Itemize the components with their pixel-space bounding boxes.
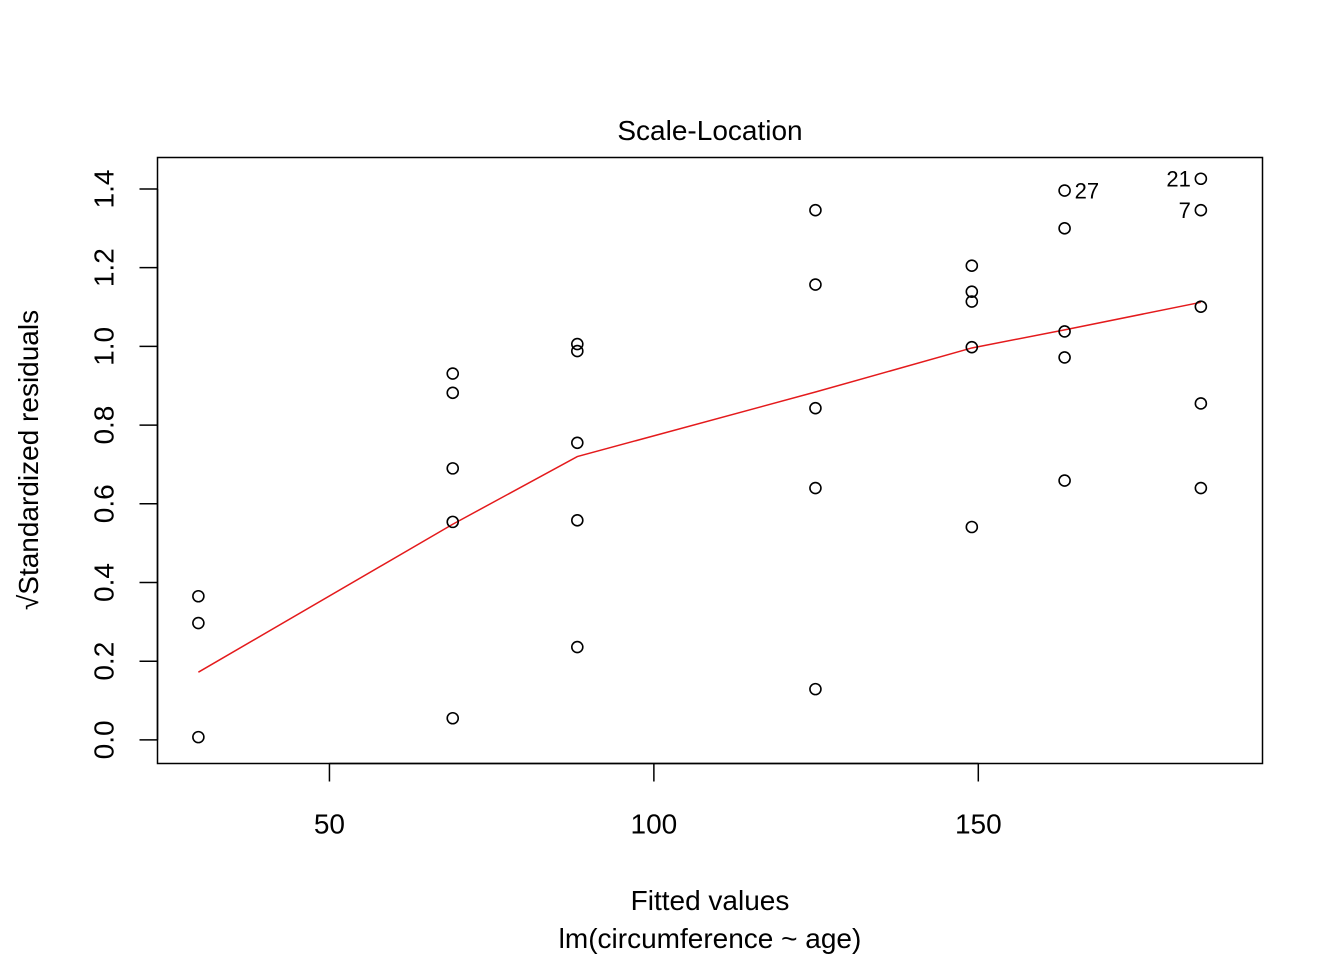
point-label: 21	[1166, 167, 1190, 192]
data-point	[1058, 222, 1071, 235]
data-point	[809, 401, 822, 415]
data-point	[446, 367, 460, 380]
data-point	[571, 514, 584, 527]
data-point	[965, 520, 979, 534]
smooth-trend-line	[198, 301, 1202, 673]
y-axis: 0.0 0.2 0.4 0.6 0.8 1.0 1.2 1.4	[89, 170, 159, 759]
data-point	[809, 682, 822, 696]
data-point	[809, 481, 822, 495]
y-tick-label: 0.0	[89, 720, 120, 759]
data-point	[965, 295, 979, 308]
x-axis-label: Fitted values	[631, 885, 790, 916]
y-tick-label: 0.4	[89, 563, 120, 602]
data-point	[1194, 203, 1208, 217]
data-point	[192, 616, 205, 630]
y-axis-label-sqrt: √	[13, 594, 44, 610]
x-axis: 50 100 150	[314, 762, 1002, 840]
y-tick-label: 1.0	[89, 327, 120, 366]
data-point	[192, 730, 205, 744]
y-tick-label: 0.2	[89, 642, 120, 681]
x-tick-label: 100	[631, 809, 678, 840]
data-point	[446, 711, 460, 725]
x-axis-sublabel: lm(circumference ~ age)	[559, 923, 862, 954]
data-point	[446, 515, 460, 529]
data-point	[192, 589, 205, 603]
y-tick-label: 0.8	[89, 406, 120, 445]
data-point	[809, 278, 822, 291]
x-tick-label: 150	[955, 809, 1002, 840]
y-axis-label: Standardized residuals	[13, 310, 44, 595]
data-point	[1058, 474, 1071, 487]
data-point	[571, 344, 584, 358]
data-point	[446, 386, 460, 400]
data-point	[1058, 351, 1071, 364]
x-tick-label: 50	[314, 809, 345, 840]
data-point	[571, 337, 584, 351]
svg-text:√Standardized residuals: √Standardized residuals	[13, 310, 44, 610]
point-label: 7	[1179, 198, 1191, 223]
data-point	[571, 640, 584, 654]
data-point	[965, 340, 979, 354]
y-tick-label: 0.6	[89, 484, 120, 523]
data-point	[1194, 300, 1208, 313]
data-point	[965, 259, 979, 273]
point-label: 27	[1075, 179, 1099, 204]
residual-points	[192, 172, 1208, 744]
chart-title: Scale-Location	[617, 115, 802, 146]
plot-frame	[156, 156, 1264, 765]
data-point	[1194, 481, 1208, 495]
data-point	[1194, 397, 1208, 410]
data-point	[571, 436, 584, 450]
y-tick-label: 1.2	[89, 248, 120, 287]
data-point	[965, 285, 979, 298]
data-point	[809, 203, 822, 217]
point-labels: 27 21 7	[1075, 167, 1191, 223]
data-point	[1058, 184, 1071, 197]
y-tick-label: 1.4	[89, 170, 120, 209]
data-point	[1058, 325, 1071, 338]
y-axis-label-group: √Standardized residuals	[13, 310, 44, 610]
data-point	[446, 462, 460, 475]
data-point	[1194, 172, 1208, 186]
